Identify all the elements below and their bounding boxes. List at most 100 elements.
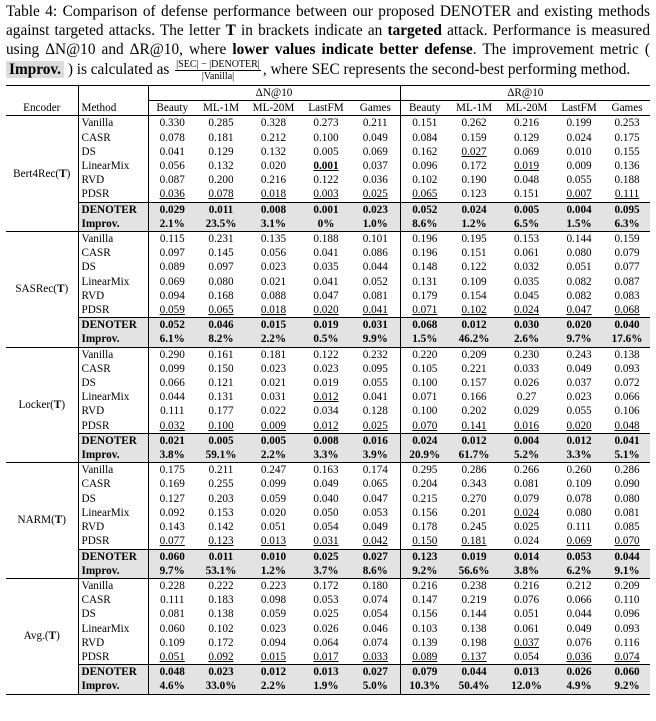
ndcg-value-cell: 0.115: [147, 231, 196, 247]
ndcg-value-cell: 0.018: [260, 304, 287, 317]
method-name: DENOTER: [78, 664, 148, 680]
recall-value-cell: 0.024: [566, 131, 592, 144]
table-row: CASR 0.097 0.145 0.056 0.041 0.086 0.196 0.151 0…: [6, 246, 650, 261]
recall-value-cell: 0.024: [513, 506, 540, 519]
recall-value-cell: 0.024: [513, 304, 540, 317]
method-name: DS: [81, 261, 96, 274]
recall-value-cell: 0.175: [614, 131, 640, 144]
ndcg-value-cell: 0.011: [196, 548, 246, 564]
ndcg-value-cell: 0.121: [208, 377, 234, 390]
table-row: PDSR 0.059 0.065 0.018 0.020 0.041 0.071 0.102 0…: [6, 303, 650, 318]
encoder-label: SASRec(T): [6, 231, 79, 348]
recall-value-cell: 0.105: [399, 361, 450, 377]
recall-value-cell: 0.198: [461, 636, 487, 649]
recall-value-cell: 0.076: [513, 594, 540, 607]
recall-value-cell: 0.049: [566, 622, 592, 635]
recall-value-cell: 0.014: [499, 548, 555, 564]
ndcg-value-cell: 0.023: [260, 261, 287, 274]
ndcg-value-cell: 0.111: [147, 404, 196, 419]
recall-value-cell: 0.093: [614, 622, 640, 635]
recall-value-cell: 0.151: [513, 188, 540, 201]
recall-value-cell: 0.066: [566, 594, 592, 607]
recall-value-cell: 0.027: [461, 145, 487, 158]
recall-value-cell: 0.081: [513, 478, 540, 491]
recall-value-cell: 0.072: [614, 377, 640, 390]
recall-value-cell: 0.172: [461, 160, 487, 173]
col-header-r-lastfm: LastFM: [561, 102, 597, 115]
ndcg-value-cell: 5.0%: [351, 679, 401, 695]
recall-value-cell: 0.204: [399, 477, 450, 492]
ndcg-value-cell: 0.016: [351, 432, 401, 449]
ndcg-value-cell: 0.064: [313, 636, 339, 649]
recall-value-cell: 0.116: [614, 636, 640, 649]
ndcg-value-cell: 0.074: [362, 636, 388, 649]
ndcg-value-cell: 0.080: [208, 275, 234, 288]
table-row: SASRec(T) Vanilla 0.115 0.231 0.135 0.188 0.10…: [6, 231, 651, 348]
recall-value-cell: 0.131: [399, 274, 450, 289]
ndcg-value-cell: 0.051: [260, 521, 287, 534]
col-header-n-ml20m: ML-20M: [252, 102, 295, 115]
ndcg-value-cell: 0.055: [362, 377, 388, 390]
recall-value-cell: 0.102: [399, 173, 450, 188]
ndcg-value-cell: 0.247: [246, 462, 301, 478]
ndcg-value-cell: 0.069: [362, 145, 388, 158]
ndcg-value-cell: 0.041: [362, 391, 388, 404]
recall-value-cell: 0.178: [399, 520, 450, 535]
recall-value-cell: 0.019: [513, 160, 540, 173]
group-header-ndcg: ΔN@10: [147, 84, 401, 102]
ndcg-value-cell: 0.097: [208, 261, 234, 274]
ndcg-value-cell: 9.9%: [351, 332, 401, 348]
ndcg-value-cell: 0.081: [147, 607, 196, 622]
caption-improv-box: Improv.: [6, 61, 64, 79]
recall-value-cell: 0.049: [566, 362, 592, 375]
recall-value-cell: 0.080: [614, 492, 640, 505]
col-header-r-ml1m: ML-1M: [456, 102, 493, 115]
recall-value-cell: 0.179: [399, 288, 450, 304]
group-header-recall: ΔR@10: [399, 84, 651, 102]
recall-value-cell: 0.109: [461, 275, 487, 288]
ndcg-value-cell: 0.168: [208, 289, 234, 302]
encoder-label: NARM(T): [6, 462, 79, 579]
ndcg-value-cell: 0.328: [246, 115, 301, 131]
ndcg-value-cell: 0.153: [208, 506, 234, 519]
ndcg-value-cell: 0.177: [208, 405, 234, 418]
recall-value-cell: 0.055: [566, 405, 592, 418]
recall-value-cell: 0.129: [513, 131, 540, 144]
ndcg-value-cell: 0.181: [246, 346, 301, 362]
recall-value-cell: 0.012: [449, 317, 500, 333]
ndcg-value-cell: 0.212: [260, 131, 287, 144]
recall-value-cell: 0.150: [399, 534, 450, 549]
formula-numerator: |SEC| − |DENOTER|: [175, 59, 261, 71]
ndcg-value-cell: 0.022: [260, 405, 287, 418]
method-name: RVD: [81, 289, 105, 302]
ndcg-value-cell: 0.025: [362, 188, 388, 201]
recall-value-cell: 9.1%: [604, 563, 651, 579]
recall-value-cell: 0.079: [399, 664, 450, 680]
recall-value-cell: 6.3%: [604, 216, 651, 232]
recall-value-cell: 0.069: [566, 535, 592, 548]
ndcg-value-cell: 0.044: [147, 390, 196, 405]
table-row: LinearMix 0.060 0.102 0.023 0.026 0.046 0.103 0…: [6, 621, 650, 636]
ndcg-value-cell: 0.074: [362, 594, 388, 607]
table-row: LinearMix 0.044 0.131 0.031 0.012 0.041 0.071 0…: [6, 390, 650, 405]
recall-value-cell: 0.007: [566, 188, 592, 201]
ndcg-value-cell: 0.181: [208, 131, 234, 144]
recall-value-cell: 4.9%: [554, 679, 605, 695]
improv-row: Improv. 6.1% 8.2% 2.2% 0.5% 9.9% 1.5% 46.2% 2.6%…: [6, 332, 651, 348]
ndcg-value-cell: 0.131: [208, 391, 234, 404]
recall-value-cell: 0.065: [399, 187, 450, 203]
col-header-encoder: Encoder: [6, 100, 79, 116]
method-name: CASR: [81, 594, 111, 607]
recall-value-cell: 0.148: [399, 260, 450, 275]
ndcg-value-cell: 0.097: [147, 246, 196, 261]
ndcg-value-cell: 0.025: [313, 608, 339, 621]
recall-value-cell: 0.081: [614, 506, 640, 519]
ndcg-value-cell: 0.001: [301, 201, 351, 217]
ndcg-value-cell: 0.060: [147, 548, 196, 564]
col-header-n-beauty: Beauty: [147, 100, 196, 116]
ndcg-value-cell: 0.041: [313, 247, 339, 260]
col-header-n-lastfm: LastFM: [308, 102, 344, 115]
recall-value-cell: 0.032: [513, 261, 540, 274]
method-name: Improv.: [78, 563, 148, 579]
recall-value-cell: 5.1%: [604, 448, 651, 463]
